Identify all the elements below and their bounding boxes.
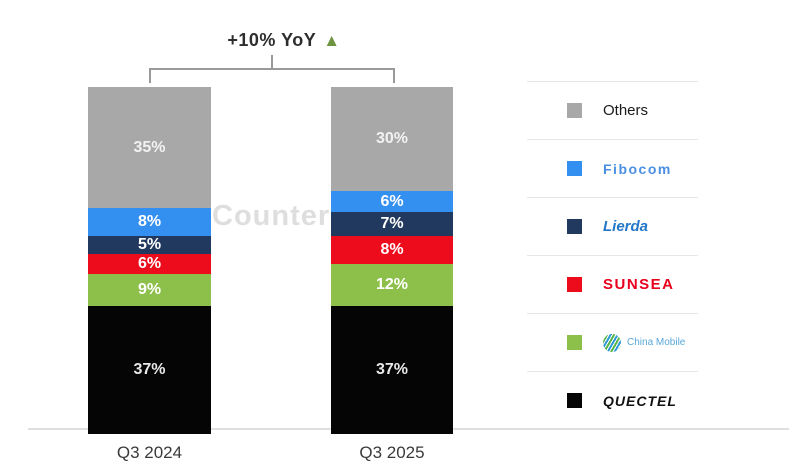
legend-item-quectel: QUECTEL bbox=[527, 371, 698, 429]
comparison-bracket-stem bbox=[271, 55, 273, 68]
segment-value-label: 37% bbox=[375, 360, 409, 378]
legend-item-sunsea: SUNSEA bbox=[527, 255, 698, 313]
comparison-bracket-right-tick bbox=[393, 68, 395, 83]
legend-logo-quectel: QUECTEL bbox=[603, 392, 677, 409]
legend-swatch-others bbox=[567, 103, 582, 118]
segment-value-label: 5% bbox=[137, 236, 162, 253]
up-triangle-icon: ▲ bbox=[323, 31, 341, 50]
bar-segment-others-q3-2025: 30% bbox=[331, 87, 453, 192]
legend-logo-china-mobile: China Mobile bbox=[603, 333, 686, 352]
legend-swatch-sunsea bbox=[567, 277, 582, 292]
legend-logo-sunsea: SUNSEA bbox=[603, 276, 675, 293]
bar-segment-sunsea-q3-2024: 6% bbox=[88, 253, 211, 275]
segment-value-label: 6% bbox=[137, 254, 162, 272]
yoy-annotation: +10% YoY ▲ bbox=[164, 30, 404, 51]
stacked-bar-q3-2024: 35% 8% 5% 6% 9% 37% bbox=[88, 87, 211, 434]
segment-value-label: 9% bbox=[137, 280, 162, 298]
legend-item-lierda: Lierda bbox=[527, 197, 698, 255]
bar-segment-quectel-q3-2025: 37% bbox=[331, 305, 453, 434]
legend: Others Fibocom Lierda SUNSEA China Mobile QUE… bbox=[527, 81, 698, 429]
bar-segment-others-q3-2024: 35% bbox=[88, 87, 211, 209]
bar-segment-lierda-q3-2024: 5% bbox=[88, 236, 211, 254]
legend-item-others: Others bbox=[527, 81, 698, 139]
counterpoint-watermark: Counterp bbox=[212, 200, 349, 232]
legend-item-china-mobile: China Mobile bbox=[527, 313, 698, 371]
x-axis-label-q3-2024: Q3 2024 bbox=[116, 443, 183, 462]
legend-swatch-lierda bbox=[567, 219, 582, 234]
legend-swatch-quectel bbox=[567, 393, 582, 408]
segment-value-label: 30% bbox=[375, 130, 409, 148]
segment-value-label: 7% bbox=[380, 215, 404, 233]
china-mobile-logo-icon bbox=[603, 333, 621, 352]
comparison-bracket-left-tick bbox=[149, 68, 151, 83]
comparison-bracket-horizontal bbox=[149, 68, 395, 70]
stacked-bar-q3-2025: 30% 6% 7% 8% 12% 37% bbox=[331, 87, 453, 434]
bar-segment-sunsea-q3-2025: 8% bbox=[331, 236, 453, 264]
segment-value-label: 6% bbox=[380, 192, 404, 210]
legend-swatch-china-mobile bbox=[567, 335, 582, 350]
legend-logo-others: Others bbox=[603, 102, 649, 119]
segment-value-label: 8% bbox=[137, 213, 162, 231]
bar-segment-lierda-q3-2025: 7% bbox=[331, 211, 453, 237]
segment-value-label: 35% bbox=[133, 138, 166, 156]
yoy-annotation-text: +10% YoY bbox=[227, 30, 317, 50]
legend-item-fibocom: Fibocom bbox=[527, 139, 698, 197]
segment-value-label: 12% bbox=[375, 275, 409, 293]
x-axis-label-q3-2025: Q3 2025 bbox=[359, 443, 425, 462]
bar-segment-china-mobile-q3-2024: 9% bbox=[88, 274, 211, 306]
bar-segment-fibocom-q3-2025: 6% bbox=[331, 191, 453, 212]
bar-segment-quectel-q3-2024: 37% bbox=[88, 305, 211, 434]
bar-segment-china-mobile-q3-2025: 12% bbox=[331, 263, 453, 306]
segment-value-label: 8% bbox=[380, 241, 404, 259]
legend-swatch-fibocom bbox=[567, 161, 582, 176]
segment-value-label: 37% bbox=[133, 360, 166, 378]
legend-label-china-mobile: China Mobile bbox=[627, 337, 686, 348]
legend-logo-fibocom: Fibocom bbox=[603, 160, 672, 177]
bar-segment-fibocom-q3-2024: 8% bbox=[88, 208, 211, 237]
legend-logo-lierda: Lierda bbox=[603, 218, 649, 235]
